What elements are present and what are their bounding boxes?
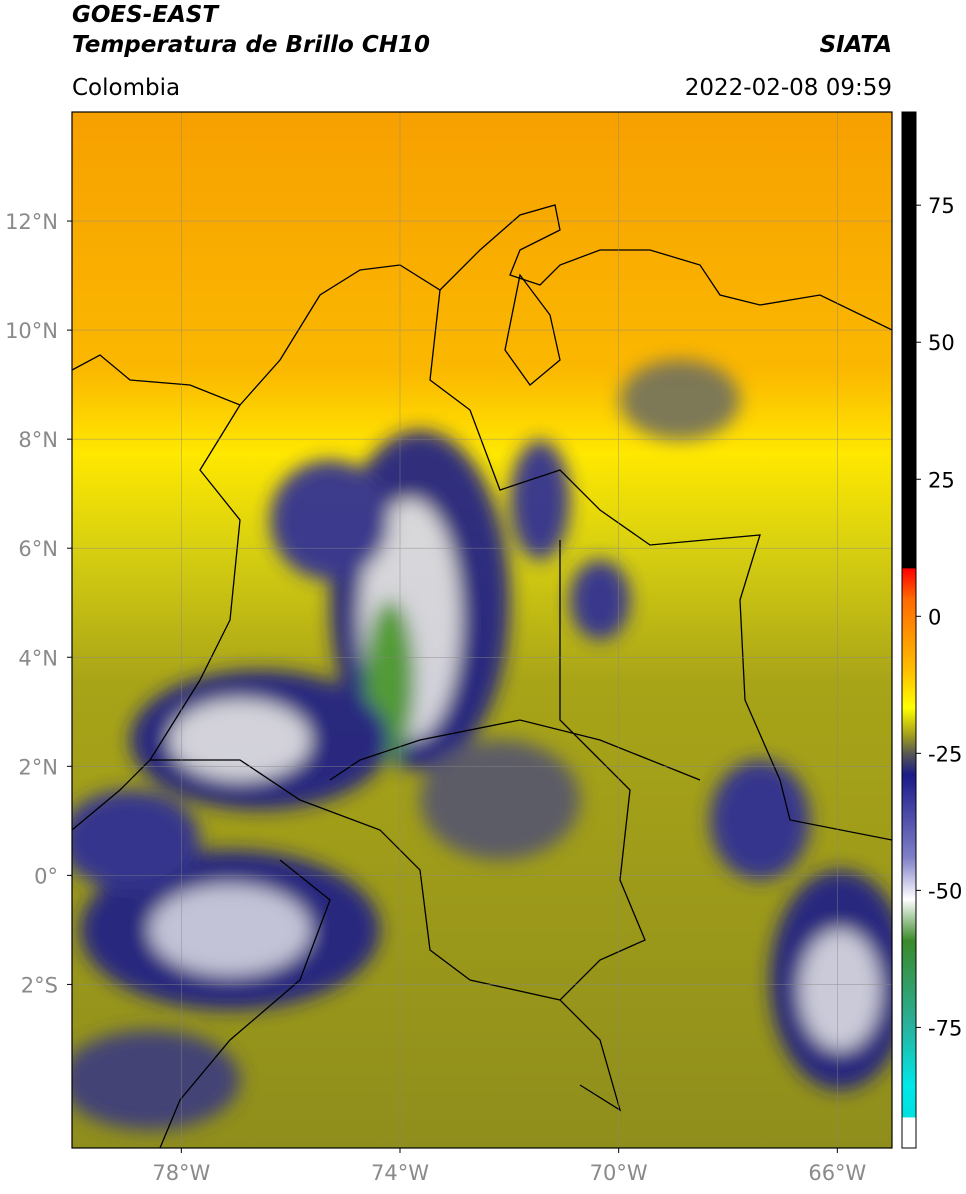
colorbar-tick-label: 50: [928, 331, 955, 355]
datetime: 2022-02-08 09:59: [685, 75, 892, 101]
boundaries: [72, 204, 892, 1148]
x-tick-label: 74°W: [371, 1161, 429, 1185]
x-tick-label: 70°W: [590, 1161, 648, 1185]
y-tick-label: 12°N: [5, 210, 58, 234]
y-tick-label: 8°N: [18, 428, 58, 452]
x-tick-label: 78°W: [152, 1161, 210, 1185]
x-tick-label: 66°W: [808, 1161, 866, 1185]
y-tick-label: 6°N: [18, 537, 58, 561]
colorbar-tick-label: 0: [928, 605, 941, 629]
title: GOES-EAST: [72, 2, 220, 28]
y-tick-label: 0°: [34, 864, 58, 888]
colorbar-tick-label: 25: [928, 468, 955, 492]
colorbar-tick-label: -25: [928, 742, 962, 766]
y-tick-label: 10°N: [5, 319, 58, 343]
colorbar-tick-label: -75: [928, 1016, 962, 1040]
region: Colombia: [72, 75, 180, 101]
y-tick-label: 2°S: [21, 973, 58, 997]
colorbar: [901, 111, 917, 1149]
subtitle: Temperatura de Brillo CH10: [72, 32, 430, 58]
map-image: [72, 112, 892, 1148]
map-frame: [71, 111, 893, 1149]
y-tick-label: 2°N: [18, 755, 58, 779]
source: SIATA: [820, 32, 892, 58]
y-tick-label: 4°N: [18, 646, 58, 670]
colorbar-tick-label: -50: [928, 879, 962, 903]
colorbar-tick-label: 75: [928, 194, 955, 218]
